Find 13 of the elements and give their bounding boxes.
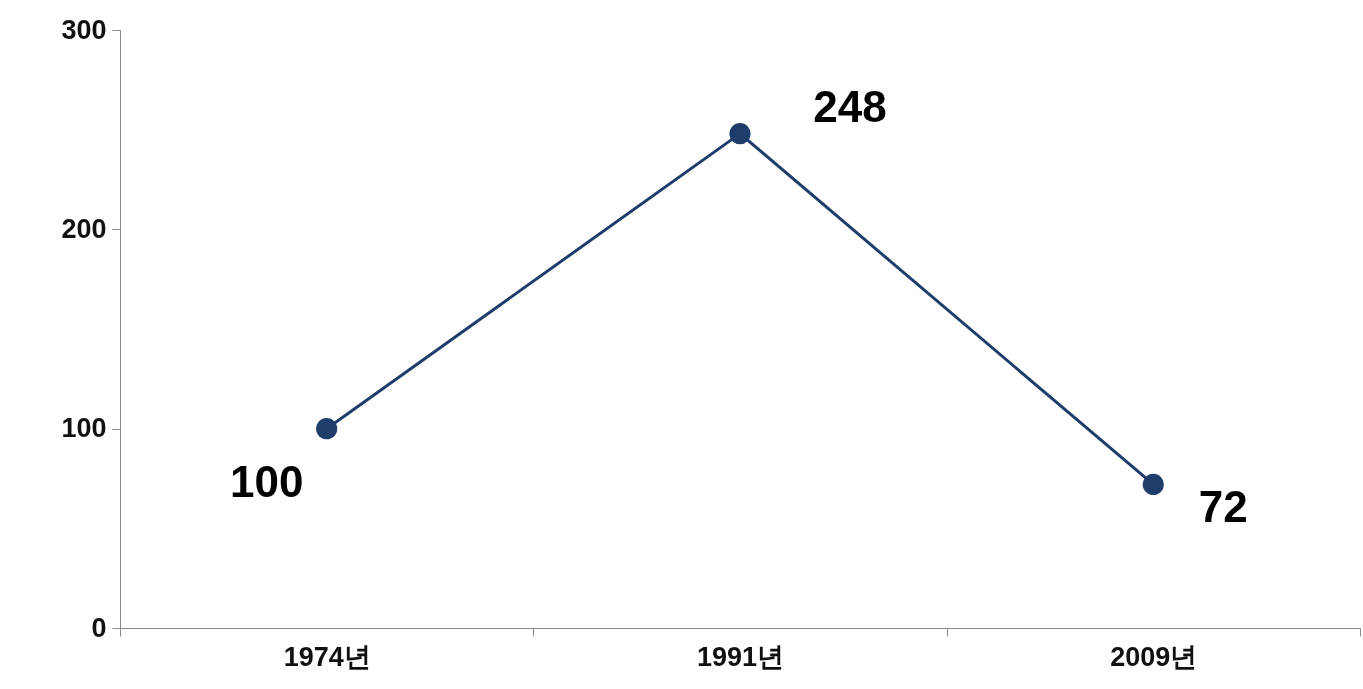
x-tick-label: 1974년 bbox=[283, 641, 371, 672]
x-tick-label: 2009년 bbox=[1110, 641, 1198, 672]
y-tick-label: 200 bbox=[61, 213, 107, 244]
point bbox=[729, 123, 751, 145]
y-tick-label: 300 bbox=[61, 14, 107, 45]
data-label: 100 bbox=[229, 456, 304, 506]
data-label: 72 bbox=[1198, 482, 1248, 532]
data-label: 248 bbox=[813, 81, 887, 131]
y-tick-label: 0 bbox=[91, 612, 107, 643]
y-tick-label: 100 bbox=[61, 413, 107, 444]
x-tick-label: 1991년 bbox=[696, 641, 785, 672]
point bbox=[1142, 473, 1164, 496]
point bbox=[316, 418, 338, 440]
